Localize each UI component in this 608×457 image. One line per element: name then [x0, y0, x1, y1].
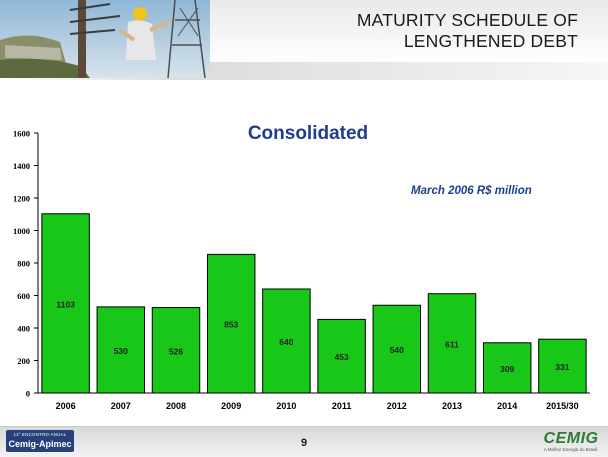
data-label: 540 — [390, 345, 404, 355]
title-line-1: MATURITY SCHEDULE OF — [356, 10, 578, 30]
x-tick-label: 2006 — [56, 401, 76, 411]
bar-2012 — [372, 304, 422, 394]
data-label: 309 — [500, 364, 514, 374]
bar-2007 — [96, 306, 146, 394]
bar-2008 — [151, 307, 201, 394]
header-photo — [0, 0, 210, 78]
company-logo-tagline: A Melhor Energia do Brasil. — [543, 447, 599, 452]
data-label: 331 — [555, 362, 569, 372]
bar-2009 — [206, 253, 256, 394]
event-logo-name: Cemig-Apimec — [8, 439, 72, 449]
bar-2015/30 — [538, 338, 587, 394]
bar-2006 — [41, 213, 90, 394]
data-label: 640 — [279, 337, 293, 347]
data-label: 853 — [224, 320, 238, 330]
x-tick-label: 2011 — [332, 401, 352, 411]
y-tick-label: 1400 — [13, 161, 30, 171]
x-tick-label: 2015/30 — [546, 401, 579, 411]
x-tick-label: 2013 — [442, 401, 462, 411]
y-tick-label: 1200 — [13, 194, 30, 204]
y-tick-label: 800 — [17, 259, 30, 269]
bar-2014 — [482, 342, 532, 394]
y-tick-label: 200 — [17, 356, 30, 366]
x-tick-label: 2007 — [111, 401, 131, 411]
data-label: 526 — [169, 346, 183, 356]
x-tick-label: 2009 — [221, 401, 241, 411]
title-line-2: LENGTHENED DEBT — [403, 31, 578, 51]
event-logo: 11º ENCONTRO ANUAL Cemig-Apimec — [6, 430, 74, 452]
bar-2011 — [317, 318, 366, 394]
bar-chart: Consolidated 0 200 400 600 800 1000 1200 1400 16… — [13, 123, 590, 411]
data-label: 611 — [445, 339, 459, 349]
company-logo-word: CEMIG — [543, 430, 599, 447]
bar-2010 — [262, 288, 311, 394]
data-label: 530 — [114, 346, 128, 356]
chart-note: March 2006 R$ million — [411, 185, 532, 197]
x-tick-label: 2012 — [387, 401, 407, 411]
company-logo: CEMIG A Melhor Energia do Brasil. — [538, 430, 604, 454]
chart-bars: 1103 2006 530 2007 526 2008 853 2009 640 2010 453 2… — [41, 213, 587, 411]
footer-bar — [0, 426, 608, 457]
y-tick-label: 400 — [17, 324, 30, 334]
data-label: 1103 — [56, 299, 75, 309]
bar-2013 — [427, 293, 477, 394]
x-tick-label: 2010 — [276, 401, 296, 411]
y-tick-label: 0 — [26, 389, 30, 399]
page-number: 9 — [300, 437, 308, 449]
y-tick-label: 1000 — [13, 226, 30, 236]
y-tick-label: 600 — [17, 291, 30, 301]
x-tick-label: 2008 — [166, 401, 186, 411]
chart-title: Consolidated — [248, 123, 368, 144]
slide-title: MATURITY SCHEDULE OF LENGTHENED DEBT — [218, 10, 578, 52]
x-tick-label: 2014 — [497, 401, 517, 411]
y-tick-label: 1600 — [13, 129, 30, 139]
event-logo-subtitle: 11º ENCONTRO ANUAL — [13, 432, 67, 437]
data-label: 453 — [335, 352, 349, 362]
